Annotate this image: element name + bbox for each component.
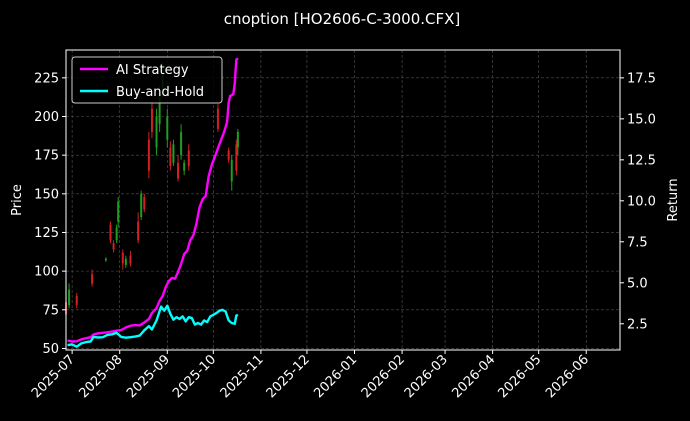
candlesticks xyxy=(65,62,239,318)
candle-body xyxy=(177,162,180,179)
x-tick-label: 2026-03 xyxy=(402,352,451,401)
candle-body xyxy=(115,227,118,241)
candle-body xyxy=(172,144,175,163)
candle-body xyxy=(109,224,112,241)
candle-body xyxy=(155,116,158,148)
y-tick-label-right: 12.5 xyxy=(627,153,656,168)
candle-body xyxy=(129,255,132,264)
y-tick-label-right: 10.0 xyxy=(627,194,656,209)
candle-body xyxy=(75,295,78,306)
y-tick-label-right: 2.5 xyxy=(627,317,648,332)
axes: 2025-072025-082025-092025-102025-112025-… xyxy=(29,71,656,401)
x-tick-label: 2025-10 xyxy=(170,352,219,401)
y-tick-label-left: 75 xyxy=(42,303,59,318)
y-tick-label-left: 175 xyxy=(34,149,59,164)
y-tick-label-right: 15.0 xyxy=(627,112,656,127)
y-tick-label-left: 150 xyxy=(34,187,59,202)
x-tick-label: 2025-12 xyxy=(264,352,313,401)
candle-body xyxy=(187,150,190,166)
chart-title: cnoption [HO2606-C-3000.CFX] xyxy=(224,10,461,28)
x-tick-label: 2026-06 xyxy=(543,352,592,401)
candle-body xyxy=(236,131,239,148)
candle-body xyxy=(183,162,186,171)
x-tick-label: 2025-09 xyxy=(124,352,173,401)
y-tick-label-right: 7.5 xyxy=(627,235,648,250)
candle-body xyxy=(104,258,107,261)
plot-frame xyxy=(65,49,621,351)
x-tick-label: 2026-01 xyxy=(311,352,360,401)
candle-body xyxy=(143,196,146,210)
legend-box xyxy=(71,56,223,104)
candle-body xyxy=(124,258,127,265)
candle-body xyxy=(121,252,124,264)
candle-body xyxy=(230,159,233,182)
candle-body xyxy=(169,147,172,166)
legend-label-ai-strategy: AI Strategy xyxy=(116,63,189,78)
y-axis-label-left: Price xyxy=(10,184,25,216)
y-tick-label-left: 100 xyxy=(34,265,59,280)
candle-body xyxy=(140,193,143,218)
y-tick-label-left: 50 xyxy=(42,342,59,357)
legend: AI Strategy Buy-and-Hold xyxy=(71,56,223,104)
series-line-buy-and-hold xyxy=(67,304,239,348)
y-tick-label-left: 200 xyxy=(34,110,59,125)
candle-body xyxy=(112,243,115,250)
grid xyxy=(66,50,620,350)
y-tick-label-right: 5.0 xyxy=(627,276,648,291)
candle-body xyxy=(150,108,153,132)
x-tick-label: 2025-11 xyxy=(218,352,267,401)
y-axis-label-right: Return xyxy=(666,178,681,221)
candle-body xyxy=(158,93,161,125)
x-tick-label: 2026-02 xyxy=(359,352,408,401)
x-tick-label: 2026-04 xyxy=(449,352,498,401)
y-tick-label-left: 125 xyxy=(34,226,59,241)
candle-body xyxy=(235,144,238,171)
x-tick-label: 2025-07 xyxy=(29,352,78,401)
candle-body xyxy=(147,139,150,171)
candle-body xyxy=(117,201,120,222)
y-tick-label-left: 225 xyxy=(34,71,59,86)
candle-body xyxy=(137,221,140,241)
candle-body xyxy=(180,131,183,156)
candle-body xyxy=(166,116,169,140)
legend-label-buy-and-hold: Buy-and-Hold xyxy=(116,85,204,100)
x-tick-label: 2026-05 xyxy=(495,352,544,401)
candle-body xyxy=(227,150,230,160)
series-lines xyxy=(67,57,239,348)
candle-body xyxy=(68,289,71,306)
y-tick-label-right: 17.5 xyxy=(627,71,656,86)
series-line-ai-strategy xyxy=(67,57,239,343)
candle-body xyxy=(216,108,219,129)
candle-body xyxy=(91,274,94,284)
x-tick-label: 2025-08 xyxy=(77,352,126,401)
